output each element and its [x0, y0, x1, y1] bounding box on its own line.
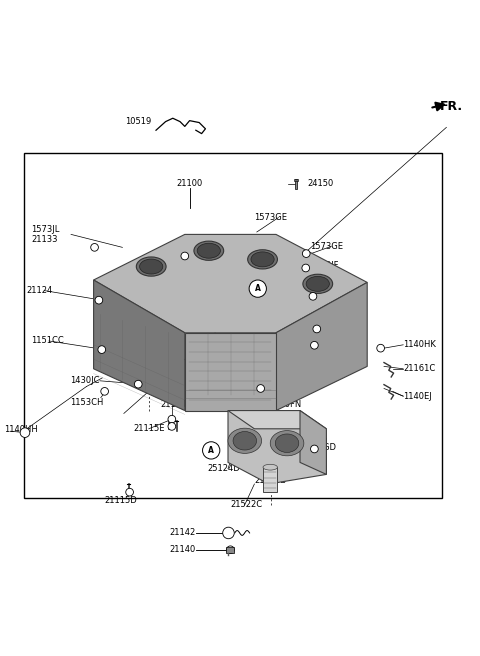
- Polygon shape: [228, 411, 326, 429]
- Text: 1573JL
21133: 1573JL 21133: [317, 280, 345, 298]
- Bar: [294, 178, 298, 180]
- Circle shape: [313, 325, 321, 333]
- Text: 1140GD: 1140GD: [302, 443, 336, 451]
- Text: 25124D: 25124D: [207, 464, 240, 473]
- Text: 1140FN: 1140FN: [269, 400, 301, 409]
- Text: 21100: 21100: [177, 180, 203, 188]
- Circle shape: [223, 527, 234, 539]
- Circle shape: [181, 252, 189, 260]
- Ellipse shape: [303, 274, 333, 293]
- Circle shape: [227, 546, 234, 554]
- Polygon shape: [94, 280, 185, 411]
- Circle shape: [203, 441, 220, 459]
- Polygon shape: [276, 282, 367, 411]
- Circle shape: [302, 250, 310, 257]
- Text: 21114: 21114: [161, 400, 187, 409]
- Ellipse shape: [140, 259, 163, 274]
- Circle shape: [377, 344, 384, 352]
- Text: 10519: 10519: [125, 117, 151, 126]
- Text: 1573GE: 1573GE: [310, 242, 343, 251]
- Circle shape: [249, 280, 266, 297]
- Circle shape: [91, 243, 98, 251]
- Bar: [24, 153, 442, 499]
- Text: 1153CH: 1153CH: [70, 398, 103, 407]
- Text: 1430JC: 1430JC: [271, 381, 300, 390]
- Text: 1140HK: 1140HK: [403, 340, 436, 349]
- Text: 1573GE: 1573GE: [254, 213, 288, 222]
- Text: 21161C: 21161C: [403, 364, 435, 373]
- Bar: [263, 467, 277, 492]
- Text: 21142: 21142: [169, 529, 195, 537]
- Text: 1151CC: 1151CC: [31, 337, 64, 346]
- Text: 1430JF: 1430JF: [310, 261, 338, 270]
- Bar: [295, 179, 297, 189]
- Circle shape: [20, 428, 30, 438]
- Circle shape: [302, 264, 310, 272]
- Text: 1573JL
21133: 1573JL 21133: [319, 340, 348, 359]
- Text: 21522C: 21522C: [230, 500, 263, 509]
- Circle shape: [168, 415, 176, 423]
- Circle shape: [134, 380, 142, 388]
- Text: A: A: [208, 446, 214, 455]
- Circle shape: [309, 293, 317, 300]
- Text: 1430JF: 1430JF: [180, 239, 208, 249]
- Polygon shape: [94, 234, 367, 333]
- Polygon shape: [300, 411, 326, 474]
- Text: 21115E: 21115E: [133, 424, 165, 434]
- Ellipse shape: [251, 252, 274, 267]
- Ellipse shape: [228, 428, 262, 453]
- Text: 1430JC: 1430JC: [319, 319, 348, 328]
- Text: 21124: 21124: [26, 286, 53, 295]
- Ellipse shape: [270, 430, 304, 456]
- Text: 21115D: 21115D: [105, 497, 137, 505]
- Circle shape: [95, 297, 103, 304]
- Ellipse shape: [194, 241, 224, 260]
- Circle shape: [311, 445, 318, 453]
- Ellipse shape: [197, 243, 220, 258]
- Bar: [226, 547, 234, 552]
- Polygon shape: [228, 411, 326, 484]
- Ellipse shape: [233, 432, 256, 450]
- Ellipse shape: [275, 434, 299, 453]
- Text: FR.: FR.: [440, 100, 463, 113]
- Text: 24150: 24150: [307, 180, 334, 188]
- Circle shape: [311, 341, 318, 349]
- Ellipse shape: [248, 250, 277, 269]
- Circle shape: [257, 384, 264, 392]
- Text: 1430JC: 1430JC: [70, 377, 99, 385]
- Text: 21119B: 21119B: [254, 476, 287, 485]
- Text: 1573JL
21133: 1573JL 21133: [31, 225, 60, 243]
- Ellipse shape: [306, 276, 329, 291]
- Text: 1140EJ: 1140EJ: [403, 392, 432, 401]
- Circle shape: [101, 388, 108, 395]
- Text: 21140: 21140: [169, 545, 195, 554]
- Ellipse shape: [136, 257, 166, 276]
- Text: A: A: [255, 284, 261, 293]
- Circle shape: [168, 422, 176, 430]
- Circle shape: [126, 488, 133, 496]
- Circle shape: [98, 346, 106, 354]
- Polygon shape: [185, 333, 276, 411]
- Ellipse shape: [263, 464, 277, 470]
- Text: 1140HH: 1140HH: [4, 425, 37, 434]
